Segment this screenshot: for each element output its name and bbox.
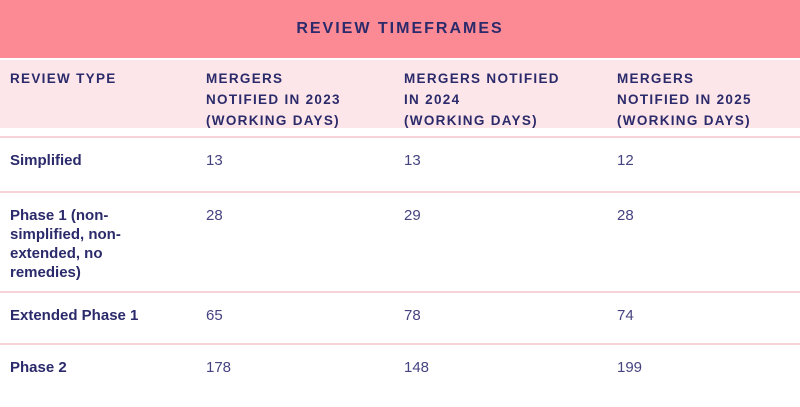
value-2024: 78 xyxy=(404,307,421,324)
value-2023: 28 xyxy=(206,207,223,224)
value-2025: 199 xyxy=(617,359,643,376)
value-2024: 29 xyxy=(404,207,421,224)
value-2024: 148 xyxy=(404,359,430,376)
row-label: Extended Phase 1 xyxy=(10,307,139,324)
table-title-bar: REVIEW TIMEFRAMES xyxy=(0,0,800,58)
column-header-review-type: REVIEW TYPE xyxy=(10,71,117,86)
value-2025: 28 xyxy=(617,207,634,224)
table-title: REVIEW TIMEFRAMES xyxy=(296,20,504,37)
row-label: Simplified xyxy=(10,152,82,169)
value-2023: 178 xyxy=(206,359,232,376)
value-2023: 65 xyxy=(206,307,223,324)
value-2023: 13 xyxy=(206,152,223,169)
table-row-phase-2: Phase 2 178 148 199 xyxy=(0,343,800,407)
value-2025: 74 xyxy=(617,307,634,324)
value-2024: 13 xyxy=(404,152,421,169)
value-2025: 12 xyxy=(617,152,634,169)
row-label: Phase 1 (non- simplified, non- extended,… xyxy=(10,207,121,281)
row-label: Phase 2 xyxy=(10,359,67,376)
column-header-mergers-2025: MERGERS NOTIFIED IN 2025 (WORKING DAYS) xyxy=(617,71,752,128)
table-row-simplified: Simplified 13 13 12 xyxy=(0,136,800,191)
table-row-phase-1: Phase 1 (non- simplified, non- extended,… xyxy=(0,191,800,291)
column-header-mergers-2024: MERGERS NOTIFIED IN 2024 (WORKING DAYS) xyxy=(404,71,560,128)
table-row-extended-phase-1: Extended Phase 1 65 78 74 xyxy=(0,291,800,343)
column-header-mergers-2023: MERGERS NOTIFIED IN 2023 (WORKING DAYS) xyxy=(206,71,341,128)
table-header-row: REVIEW TYPE MERGERS NOTIFIED IN 2023 (WO… xyxy=(0,60,800,128)
